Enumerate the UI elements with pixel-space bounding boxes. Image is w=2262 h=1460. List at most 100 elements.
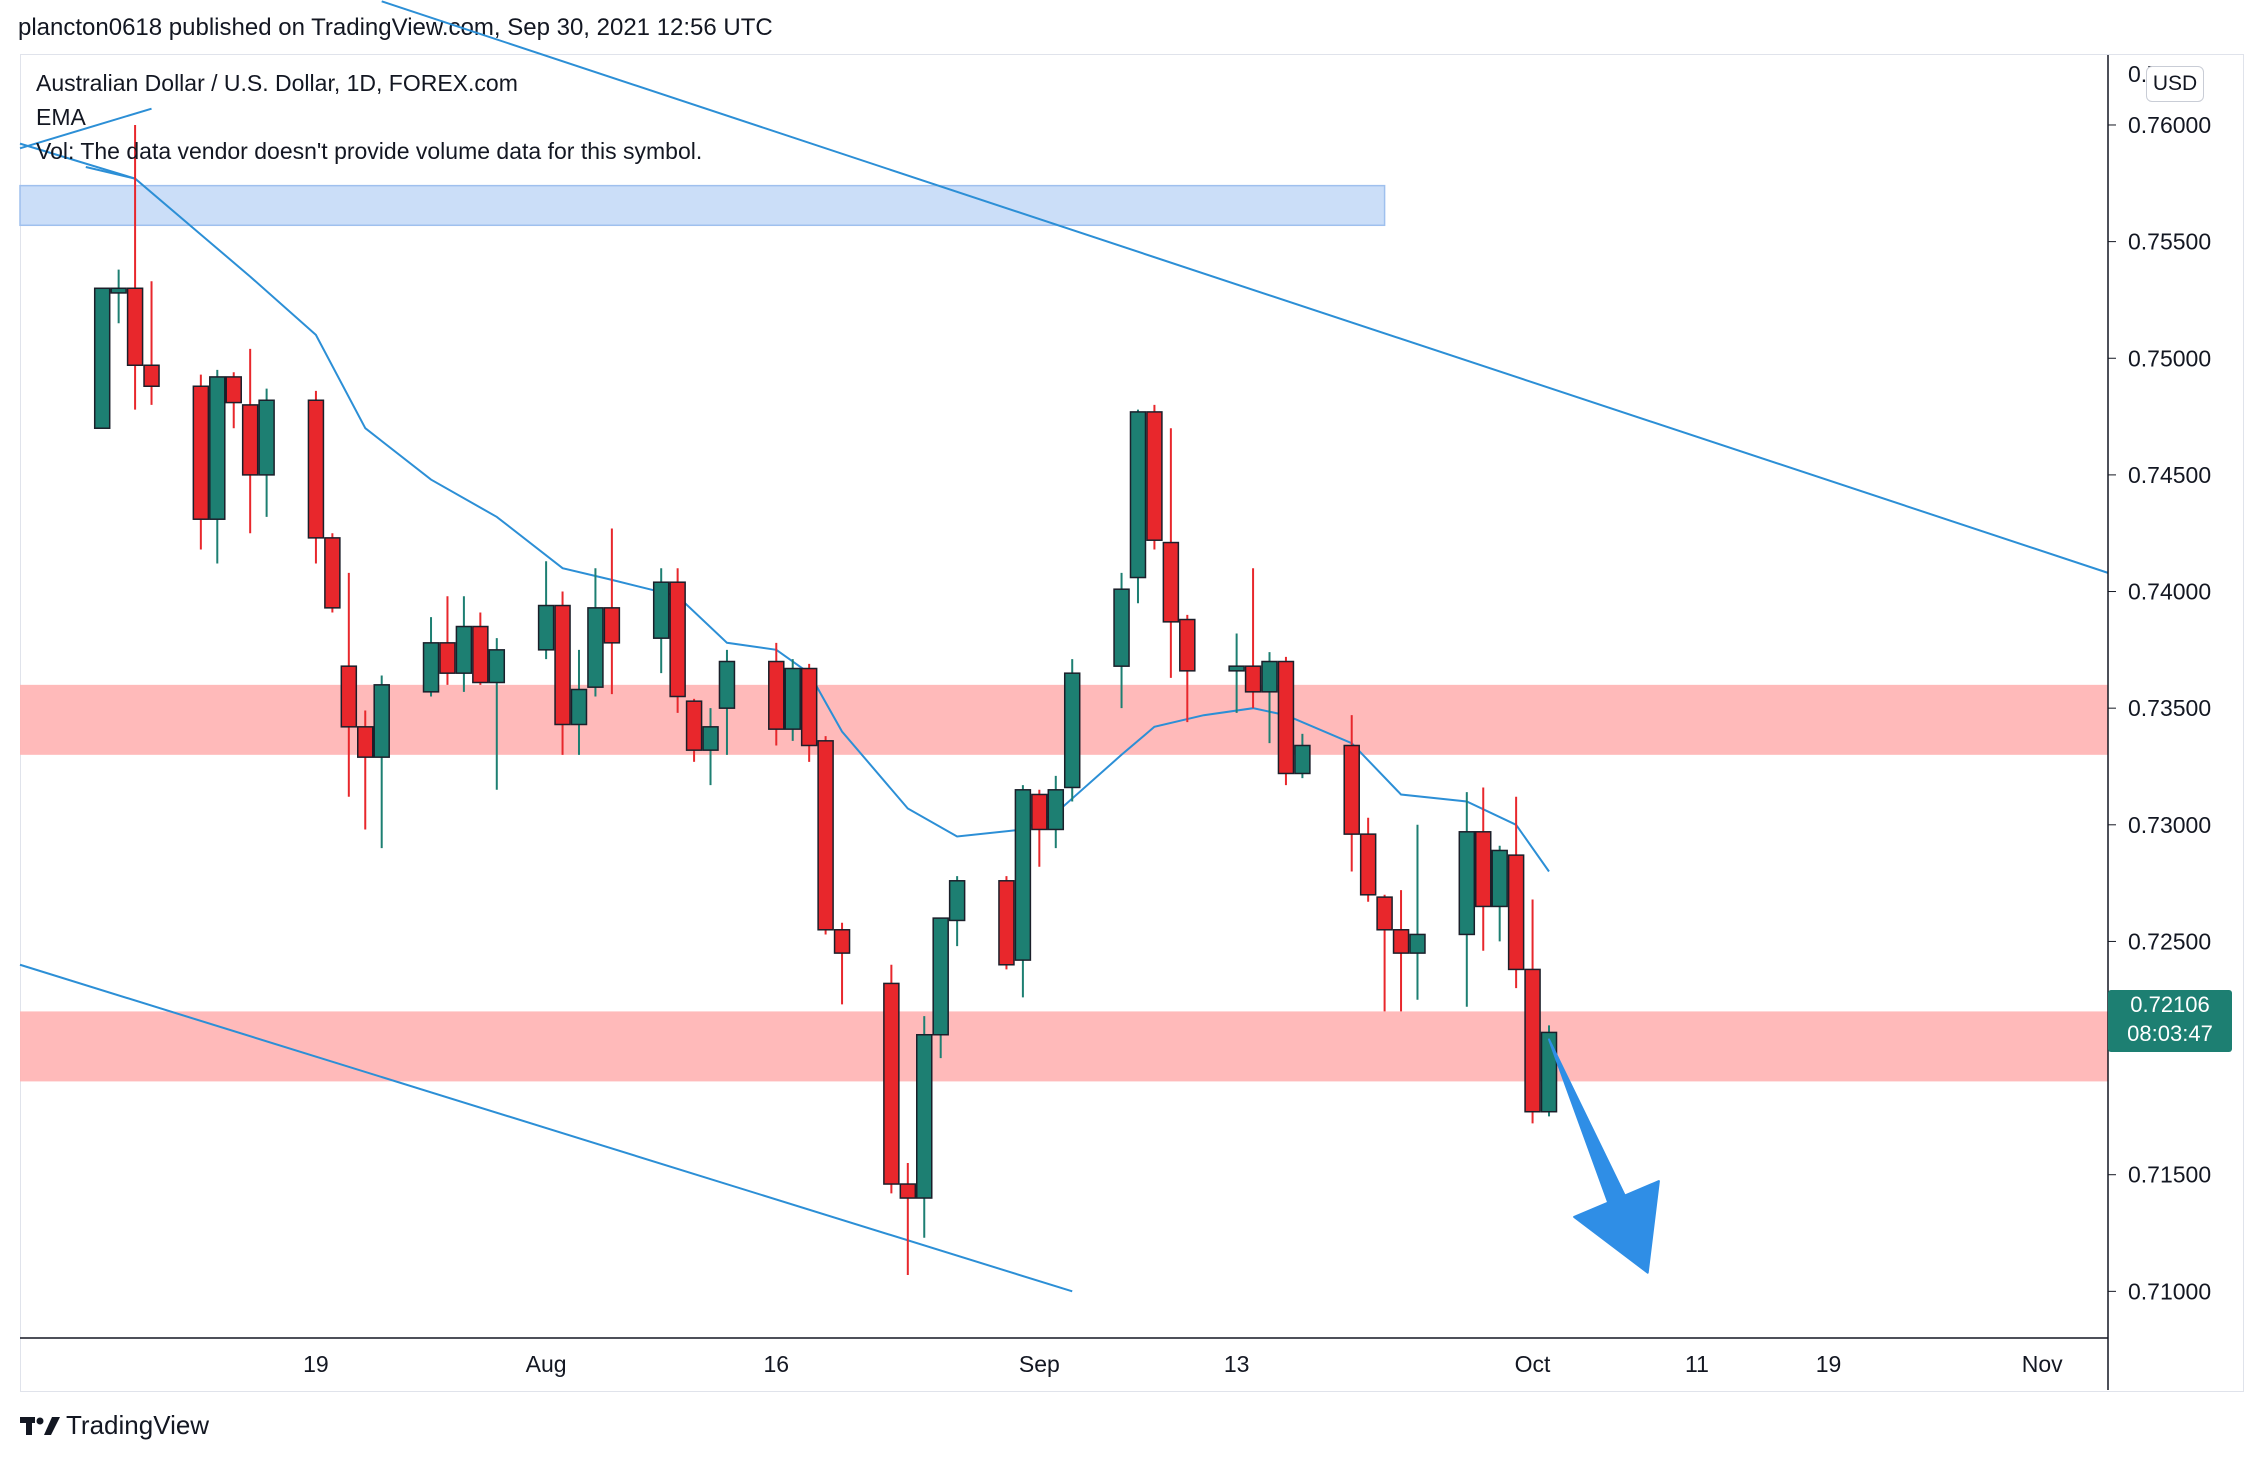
candle-body [1228,665,1245,672]
candle-body [126,287,144,367]
candle-body [702,726,719,751]
candle-body [357,726,374,758]
candle [1244,568,1262,709]
candle [1063,659,1081,802]
bar-countdown: 08:03:47 [2127,1021,2213,1046]
candle [883,964,900,1194]
candle-body [537,604,555,651]
candle-body [768,660,785,730]
candle [1294,733,1311,779]
projection-arrow [1548,1038,1660,1274]
candle-body [93,287,111,429]
candle [209,369,226,564]
last-price-value: 0.72106 [2130,992,2210,1017]
candle [1343,715,1360,872]
candle [603,528,621,695]
candle [899,1163,917,1276]
candle [1129,409,1147,604]
x-tick-label: 11 [1685,1351,1709,1377]
y-tick-label: 0.74000 [2128,579,2211,605]
candle [192,374,210,550]
candle-body [883,982,900,1185]
trendlines-layer [19,0,2109,1293]
candle [587,568,604,697]
candle-body [1063,672,1081,789]
trendline-2 [381,0,2109,574]
y-tick-label: 0.74500 [2128,462,2211,488]
candle-body [948,880,966,922]
candle-body [1146,411,1163,541]
legend-indicator[interactable]: EMA [36,104,86,130]
candle [669,568,686,713]
candle [1228,633,1245,713]
candle-body [1524,968,1541,1113]
publisher-line: plancton0618 published on TradingView.co… [18,14,773,41]
candle [340,572,358,797]
y-tick-label: 0.71000 [2128,1278,2211,1304]
candle-body [1359,833,1377,896]
x-tick-label: 19 [303,1351,329,1377]
candle [455,596,473,692]
candle [652,568,670,674]
candle [570,649,588,755]
candle-body [1540,1031,1558,1113]
candle-body [1244,665,1262,693]
candle [768,642,785,746]
candle [784,659,801,741]
candle [225,372,242,429]
resistance-zone-blue-0 [19,184,1386,227]
candle-body [1113,588,1130,667]
y-tick-label: 0.73000 [2128,812,2211,838]
candle-body [1343,744,1360,835]
trendline-3 [19,963,1073,1293]
candle-body [455,625,473,674]
candle-body [1031,793,1048,831]
candle [1491,845,1508,942]
candle-body [817,740,834,931]
candle-body [899,1183,917,1199]
candle-body [833,929,851,954]
x-tick-label: 19 [1816,1351,1842,1377]
candle-body [192,385,210,520]
candle [1277,656,1295,786]
candle [1359,817,1377,902]
candle [422,617,440,697]
currency-button[interactable]: USD [2146,66,2204,102]
last-price-badge: 0.72106 08:03:47 [2108,990,2232,1052]
candle-body [916,1033,933,1199]
candle-body [241,404,259,476]
legend-symbol[interactable]: Australian Dollar / U.S. Dollar, 1D, FOR… [36,70,518,96]
candle [488,638,506,790]
candle [126,124,144,410]
candle-body [225,376,242,404]
candle-body [554,604,571,726]
candle [1458,792,1476,1007]
candle [1031,789,1048,867]
candle [93,287,111,429]
x-tick-label: 16 [763,1351,789,1377]
candle [800,663,818,762]
candle [258,388,275,517]
candle-body [209,376,226,520]
candle-body [784,667,801,730]
candle [685,698,703,762]
tradingview-logo[interactable]: TradingView [20,1410,209,1441]
candle [373,675,390,849]
candle [1474,787,1492,951]
x-tick-label: Aug [526,1351,567,1377]
y-tick-label: 0.75500 [2128,229,2211,255]
x-tick-label: Nov [2022,1351,2063,1377]
candle-body [324,537,341,609]
ema-layer [85,166,1550,873]
candle-body [800,667,818,747]
candle [472,612,489,685]
x-tick-label: Sep [1019,1351,1060,1377]
candle [702,708,719,786]
candle-body [143,364,160,387]
candle-body [422,642,440,693]
candle [1179,614,1196,723]
candle-body [1507,854,1525,971]
candle [1113,572,1130,709]
candle-body [1261,660,1278,693]
